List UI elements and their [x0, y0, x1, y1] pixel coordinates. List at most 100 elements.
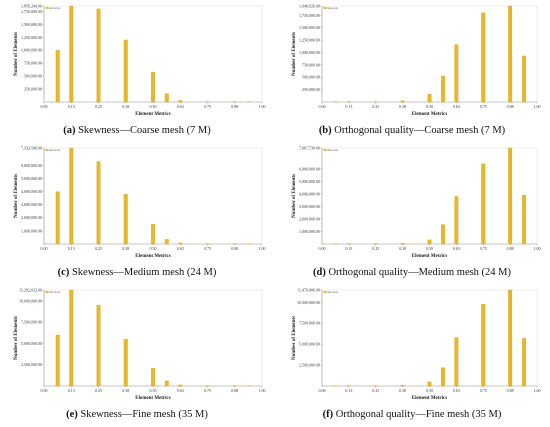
panel-caption: (a) Skewness—Coarse mesh (7 M) [63, 125, 211, 136]
panel-caption: (f) Orthogonal quality—Fine mesh (35 M) [323, 409, 502, 420]
y-tick-label: 250,000.00 [302, 87, 320, 93]
bar [164, 380, 169, 387]
y-tick-label: 500,000.00 [24, 74, 42, 80]
x-tick-label: 0.00 [319, 246, 326, 251]
x-tick-label: 0.38 [399, 104, 406, 109]
x-tick-label: 0.00 [319, 104, 326, 109]
x-tick-label: 0.50 [426, 246, 433, 251]
panel-caption: (c) Skewness—Medium mesh (24 M) [58, 267, 217, 278]
x-tick-label: 0.38 [122, 246, 129, 251]
x-axis-label: Element Metrics [135, 396, 170, 401]
bar [441, 367, 445, 387]
bar [400, 242, 405, 245]
x-tick-label: 1.00 [534, 246, 541, 251]
plot-area [321, 5, 538, 103]
caption-text: Orthogonal quality—Fine mesh (35 M) [333, 409, 502, 420]
x-tick-label: 0.75 [204, 104, 211, 109]
bar [151, 368, 155, 387]
x-tick-label: 0.88 [231, 388, 238, 393]
legend: Elements [323, 6, 339, 10]
legend-swatch [45, 291, 49, 293]
x-tick-label: 0.38 [399, 388, 406, 393]
x-tick-label: 0.13 [68, 246, 75, 251]
y-tick-label: 750,000.00 [24, 61, 42, 67]
y-tick-label: 1,856,244.00 [21, 3, 42, 9]
y-tick-label: 5,000,000.00 [299, 179, 320, 185]
bar [454, 337, 459, 387]
x-tick-label: 0.13 [68, 388, 75, 393]
x-tick-label: 0.88 [507, 246, 514, 251]
y-tick-label: 1,500,000.00 [299, 25, 320, 31]
y-axis-label: Number of Elements [14, 316, 19, 360]
y-tick-label: 1,500,000.00 [21, 22, 42, 28]
caption-letter: (c) [58, 267, 70, 278]
bar [522, 55, 527, 103]
y-tick-label: 11,292,032.00 [19, 287, 42, 293]
caption-letter: (d) [313, 267, 326, 278]
y-tick-label: 3,000,000.00 [299, 204, 320, 210]
y-tick-label: 1,000,000.00 [299, 229, 320, 235]
bar [508, 147, 513, 245]
bar [441, 224, 445, 245]
y-axis-label: Number of Elements [292, 316, 297, 360]
x-tick-label: 0.50 [150, 104, 157, 109]
y-tick-label: 1,000,000.00 [21, 228, 42, 234]
caption-text: Skewness—Fine mesh (35 M) [78, 409, 209, 420]
legend: Elements [45, 148, 61, 152]
x-axis-label: Element Metrics [135, 112, 170, 117]
y-axis-label: Number of Elements [292, 174, 297, 218]
x-tick-label: 0.13 [345, 246, 352, 251]
x-tick-label: 0.13 [345, 104, 352, 109]
y-tick-label: 4,000,000.00 [21, 189, 42, 195]
x-tick-label: 0.75 [204, 388, 211, 393]
panel-caption: (e) Skewness—Fine mesh (35 M) [66, 409, 208, 420]
bar [522, 195, 527, 245]
x-tick-label: 0.38 [122, 104, 129, 109]
y-tick-label: 2,000,000.00 [21, 215, 42, 221]
bar [69, 147, 74, 245]
legend-label: Elements [50, 290, 62, 294]
x-tick-label: 1.00 [259, 246, 266, 251]
x-axis-label: Element Metrics [135, 254, 170, 259]
chart-panel-2: Elements 1,000,000.00 2,000,000.00 3,000,00… [14, 145, 266, 278]
x-tick-label: 0.88 [507, 388, 514, 393]
y-tick-label: 4,000,000.00 [299, 191, 320, 197]
legend-swatch [323, 7, 327, 9]
x-tick-label: 0.75 [480, 388, 487, 393]
bar [151, 72, 155, 103]
legend-swatch [45, 149, 49, 151]
y-tick-label: 5,000,000.00 [299, 342, 320, 348]
x-tick-label: 0.50 [150, 388, 157, 393]
bar [123, 339, 128, 387]
legend-label: Elements [328, 290, 340, 294]
caption-text: Orthogonal quality—Coarse mesh (7 M) [332, 125, 506, 136]
x-tick-label: 0.63 [177, 246, 184, 251]
y-axis-label: Number of Elements [14, 174, 19, 218]
y-tick-label: 3,000,000.00 [21, 202, 42, 208]
bar [96, 161, 101, 245]
legend: Elements [45, 290, 62, 294]
legend: Elements [323, 148, 339, 152]
bar [151, 224, 155, 245]
y-tick-label: 1,750,000.00 [21, 9, 42, 15]
x-tick-label: 0.63 [177, 388, 184, 393]
x-tick-label: 0.75 [480, 104, 487, 109]
bar [178, 100, 183, 103]
y-tick-label: 1,000,000.00 [299, 50, 320, 56]
y-tick-label: 10,000,000.00 [297, 300, 320, 306]
caption-letter: (f) [323, 409, 334, 420]
caption-text: Skewness—Coarse mesh (7 M) [75, 125, 211, 136]
y-tick-label: 7,500,000.00 [21, 320, 42, 326]
caption-text: Orthogonal quality—Medium mesh (24 M) [326, 267, 512, 278]
panel-caption: (d) Orthogonal quality—Medium mesh (24 M… [313, 267, 512, 278]
x-tick-label: 0.00 [319, 388, 326, 393]
y-tick-label: 11,479,006.00 [297, 287, 320, 293]
bar [178, 384, 183, 387]
x-tick-label: 0.13 [345, 388, 352, 393]
bar [481, 12, 486, 103]
x-tick-label: 0.25 [372, 246, 379, 251]
legend-label: Elements [50, 6, 62, 10]
bar [178, 242, 183, 245]
x-tick-label: 0.00 [41, 388, 48, 393]
panel-caption: (b) Orthogonal quality—Coarse mesh (7 M) [319, 125, 506, 136]
